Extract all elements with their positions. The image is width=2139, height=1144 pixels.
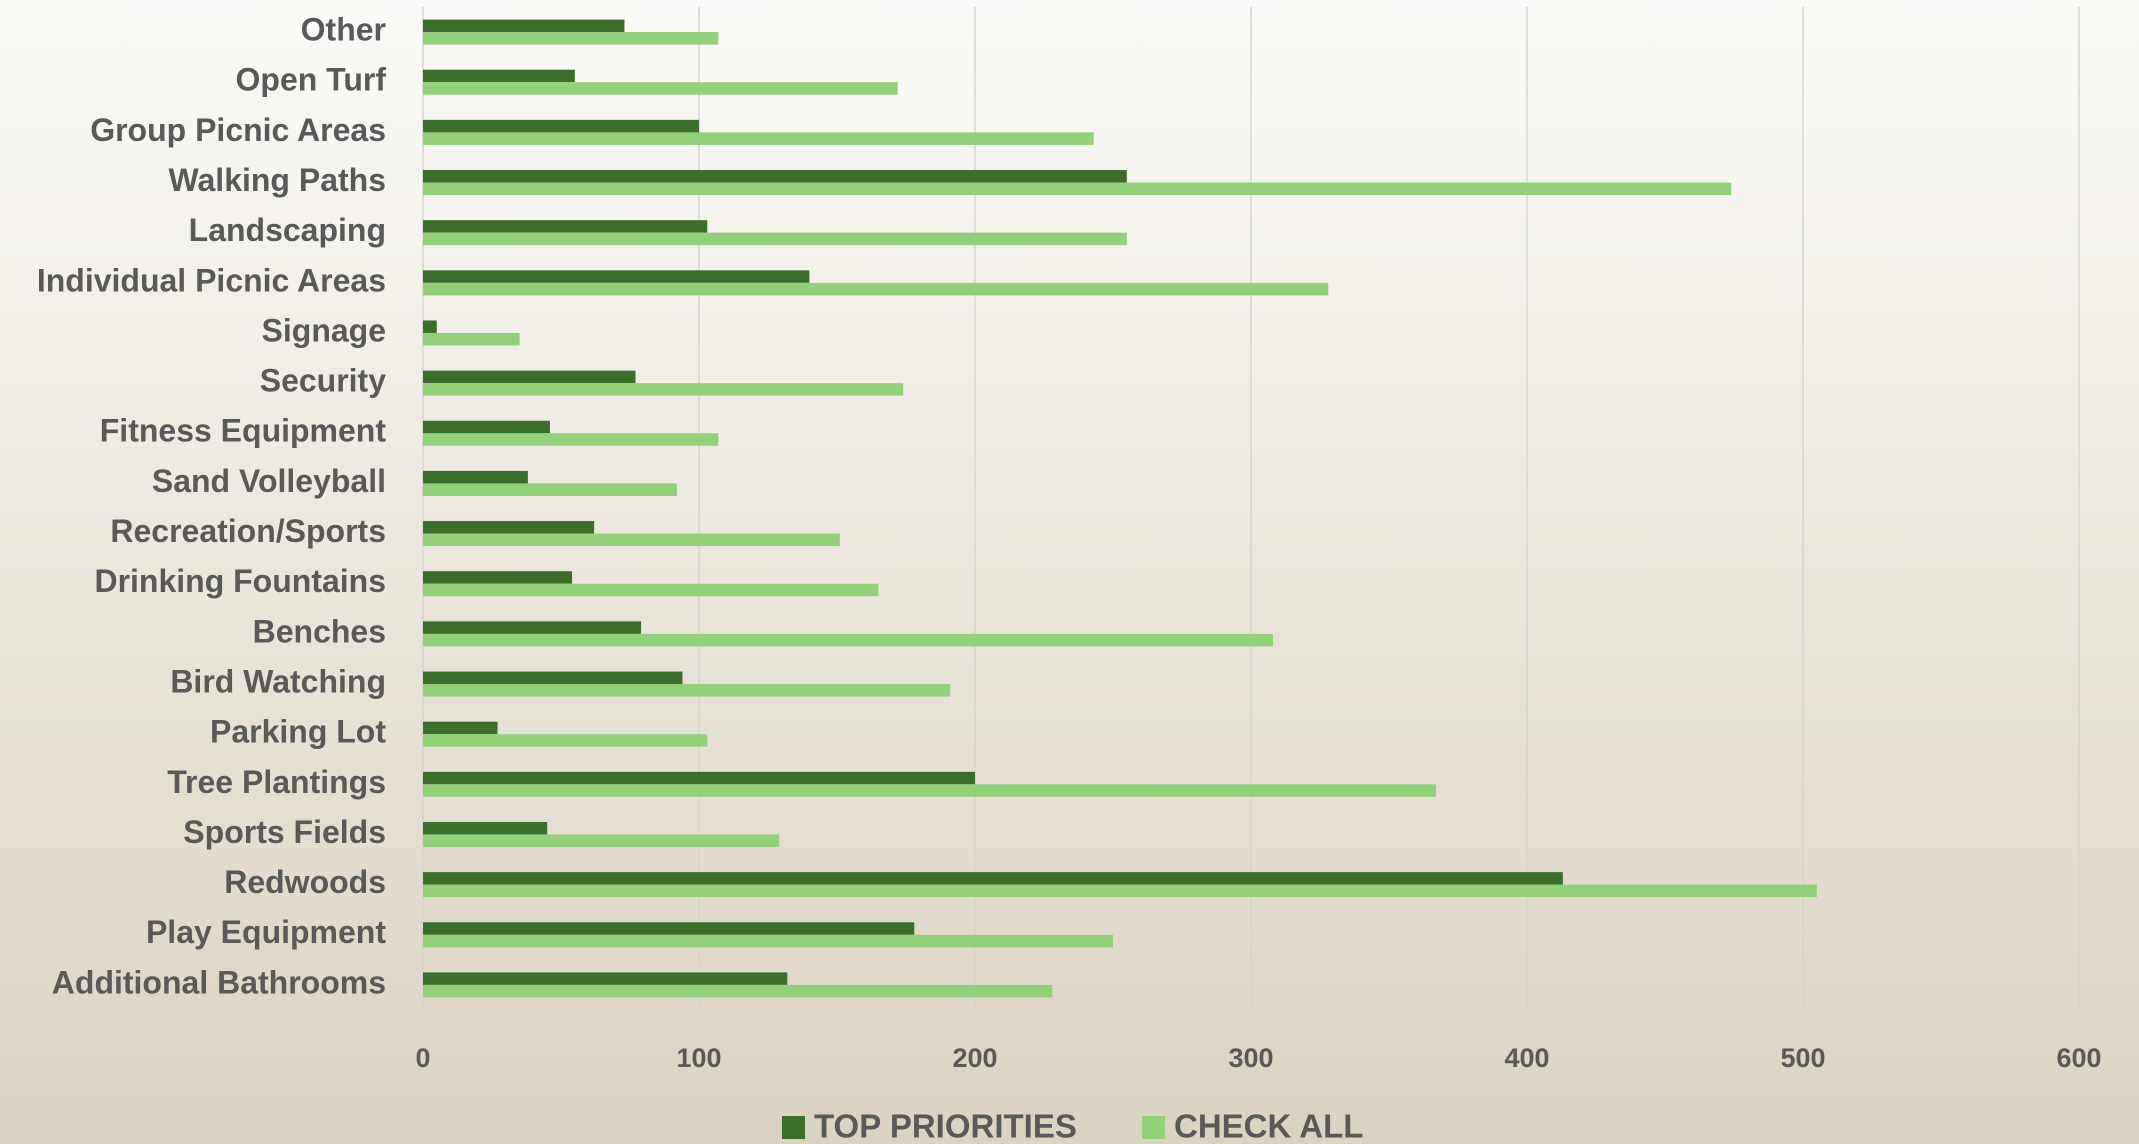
bar bbox=[423, 470, 528, 484]
bar bbox=[423, 984, 1053, 998]
legend-label: TOP PRIORITIES bbox=[814, 1108, 1077, 1144]
bar bbox=[423, 922, 915, 935]
bar bbox=[423, 483, 677, 496]
bar bbox=[423, 533, 840, 547]
y-tick-label: Security bbox=[260, 363, 386, 399]
y-tick-label: Landscaping bbox=[189, 212, 386, 248]
y-tick-label: Group Picnic Areas bbox=[90, 112, 386, 148]
bar bbox=[423, 32, 719, 45]
y-tick-label: Parking Lot bbox=[210, 714, 386, 750]
bar bbox=[423, 282, 1329, 296]
bar bbox=[423, 621, 642, 634]
y-tick-label: Open Turf bbox=[236, 62, 387, 98]
bar bbox=[423, 320, 437, 333]
bar bbox=[423, 771, 975, 785]
bar bbox=[423, 784, 1436, 797]
bar bbox=[423, 119, 699, 133]
bar bbox=[423, 521, 595, 534]
y-tick-label: Sand Volleyball bbox=[152, 463, 386, 499]
bar bbox=[423, 834, 780, 847]
bar bbox=[423, 232, 1127, 246]
bar bbox=[423, 734, 708, 747]
bar bbox=[423, 420, 550, 434]
bar bbox=[423, 170, 1127, 183]
x-tick-label: 600 bbox=[2056, 1043, 2101, 1073]
bar bbox=[423, 332, 520, 346]
bar bbox=[423, 220, 708, 233]
y-tick-label: Additional Bathrooms bbox=[52, 964, 386, 1000]
y-tick-label: Play Equipment bbox=[146, 914, 386, 950]
bar bbox=[423, 433, 719, 446]
bar bbox=[423, 19, 625, 33]
bar bbox=[423, 383, 904, 396]
bar bbox=[423, 972, 788, 985]
y-tick-label: Walking Paths bbox=[168, 162, 386, 198]
bar bbox=[423, 583, 879, 597]
legend-swatch bbox=[782, 1116, 805, 1139]
y-tick-label: Fitness Equipment bbox=[100, 413, 387, 449]
x-tick-label: 500 bbox=[1780, 1043, 1825, 1073]
y-tick-label: Individual Picnic Areas bbox=[37, 262, 386, 298]
bar bbox=[423, 270, 810, 283]
x-tick-label: 0 bbox=[415, 1043, 430, 1073]
bar bbox=[423, 934, 1113, 948]
y-tick-label: Drinking Fountains bbox=[94, 563, 386, 599]
bar bbox=[423, 884, 1817, 898]
x-tick-label: 300 bbox=[1228, 1043, 1273, 1073]
x-tick-label: 100 bbox=[676, 1043, 721, 1073]
y-tick-label: Bird Watching bbox=[170, 663, 386, 699]
y-tick-label: Sports Fields bbox=[183, 814, 386, 850]
legend-label: CHECK ALL bbox=[1174, 1108, 1363, 1144]
bar bbox=[423, 721, 498, 735]
bar bbox=[423, 872, 1563, 885]
legend-swatch bbox=[1142, 1116, 1165, 1139]
y-tick-label: Redwoods bbox=[224, 864, 386, 900]
y-tick-label: Recreation/Sports bbox=[110, 513, 386, 549]
bar bbox=[423, 821, 548, 835]
x-tick-label: 200 bbox=[952, 1043, 997, 1073]
y-tick-label: Signage bbox=[262, 312, 386, 348]
bar bbox=[423, 370, 636, 384]
y-tick-label: Other bbox=[301, 12, 386, 48]
bar bbox=[423, 671, 683, 685]
bar bbox=[423, 633, 1274, 647]
bar bbox=[423, 82, 898, 95]
bar bbox=[423, 571, 573, 584]
y-tick-label: Tree Plantings bbox=[167, 764, 386, 800]
bar bbox=[423, 182, 1732, 196]
bar bbox=[423, 69, 575, 83]
y-tick-label: Benches bbox=[253, 613, 386, 649]
bar bbox=[423, 132, 1094, 145]
x-tick-label: 400 bbox=[1504, 1043, 1549, 1073]
bar bbox=[423, 684, 951, 697]
